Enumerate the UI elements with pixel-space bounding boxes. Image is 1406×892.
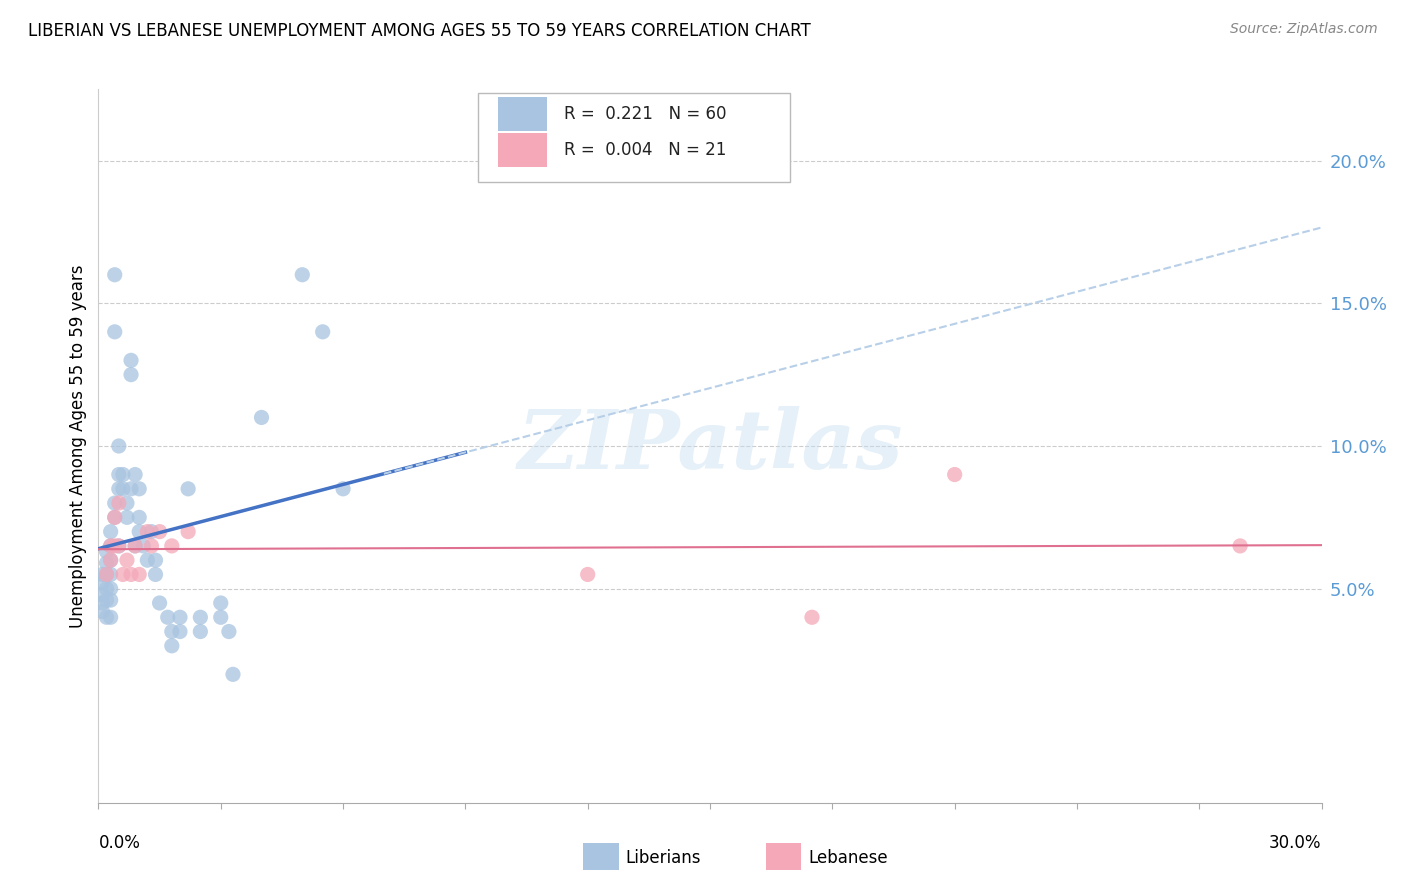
Point <box>100 593 122 607</box>
Point <box>108 467 131 482</box>
Point <box>104 539 127 553</box>
Point <box>149 524 172 539</box>
Point <box>91 576 114 591</box>
Point <box>332 482 354 496</box>
Point <box>100 582 122 596</box>
Point <box>120 567 142 582</box>
Point <box>100 553 122 567</box>
Point <box>128 510 150 524</box>
Point <box>120 353 142 368</box>
Point <box>104 510 127 524</box>
Point <box>115 510 138 524</box>
Point <box>136 553 159 567</box>
Point <box>188 610 212 624</box>
Text: 0.0%: 0.0% <box>98 834 141 852</box>
Point <box>96 567 118 582</box>
Point <box>91 605 114 619</box>
Point <box>156 610 179 624</box>
Point <box>100 539 122 553</box>
FancyBboxPatch shape <box>498 96 547 131</box>
FancyBboxPatch shape <box>478 93 790 182</box>
Point <box>96 567 118 582</box>
Point <box>100 553 122 567</box>
Point <box>312 325 335 339</box>
Point <box>132 539 155 553</box>
Point <box>115 496 138 510</box>
Point <box>169 610 191 624</box>
Text: Liberians: Liberians <box>626 849 702 867</box>
Point <box>108 496 131 510</box>
Point <box>136 524 159 539</box>
Point <box>943 467 966 482</box>
Point <box>801 610 824 624</box>
Point <box>291 268 314 282</box>
Point <box>218 624 240 639</box>
Point <box>124 539 146 553</box>
Point <box>100 567 122 582</box>
Point <box>104 510 127 524</box>
Point <box>576 567 599 582</box>
Point <box>128 567 150 582</box>
Point <box>149 596 172 610</box>
Point <box>145 567 167 582</box>
Point <box>128 482 150 496</box>
Point <box>160 539 183 553</box>
Text: LIBERIAN VS LEBANESE UNEMPLOYMENT AMONG AGES 55 TO 59 YEARS CORRELATION CHART: LIBERIAN VS LEBANESE UNEMPLOYMENT AMONG … <box>28 22 811 40</box>
Point <box>177 524 200 539</box>
Text: R =  0.004   N = 21: R = 0.004 N = 21 <box>564 141 727 159</box>
Point <box>120 482 142 496</box>
Point <box>108 439 131 453</box>
Text: 30.0%: 30.0% <box>1270 834 1322 852</box>
Point <box>104 268 127 282</box>
Point <box>128 524 150 539</box>
Point <box>91 596 114 610</box>
Point <box>91 587 114 601</box>
Text: Lebanese: Lebanese <box>808 849 889 867</box>
Y-axis label: Unemployment Among Ages 55 to 59 years: Unemployment Among Ages 55 to 59 years <box>69 264 87 628</box>
Point <box>111 482 134 496</box>
Point <box>108 482 131 496</box>
Point <box>104 325 127 339</box>
Point <box>124 539 146 553</box>
Point <box>169 624 191 639</box>
Point <box>124 467 146 482</box>
Point <box>91 567 114 582</box>
Text: ZIPatlas: ZIPatlas <box>517 406 903 486</box>
Point <box>111 567 134 582</box>
Point <box>141 539 163 553</box>
Point <box>222 667 245 681</box>
Point <box>209 596 232 610</box>
Point <box>108 539 131 553</box>
Point <box>100 539 122 553</box>
Point <box>160 624 183 639</box>
Point <box>104 496 127 510</box>
Point <box>1229 539 1251 553</box>
Point <box>96 556 118 570</box>
Point <box>250 410 273 425</box>
Point <box>96 544 118 558</box>
FancyBboxPatch shape <box>498 133 547 167</box>
Point <box>209 610 232 624</box>
Text: R =  0.221   N = 60: R = 0.221 N = 60 <box>564 104 727 123</box>
Point <box>177 482 200 496</box>
Point <box>111 467 134 482</box>
Point <box>145 553 167 567</box>
Point <box>96 582 118 596</box>
Point <box>115 553 138 567</box>
Point <box>188 624 212 639</box>
Point <box>100 524 122 539</box>
Point <box>160 639 183 653</box>
Point <box>96 593 118 607</box>
Text: Source: ZipAtlas.com: Source: ZipAtlas.com <box>1230 22 1378 37</box>
Point <box>120 368 142 382</box>
Point <box>100 610 122 624</box>
Point <box>108 539 131 553</box>
Point <box>96 610 118 624</box>
Point <box>141 524 163 539</box>
